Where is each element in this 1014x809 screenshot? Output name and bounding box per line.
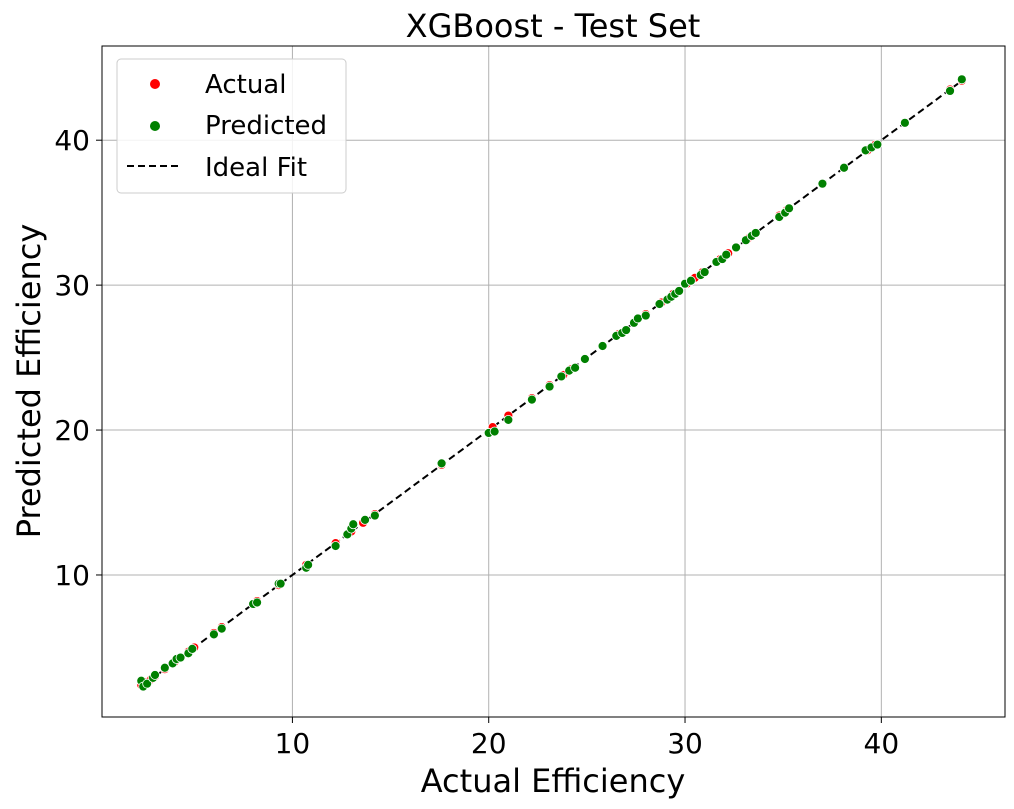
predicted-point [159, 662, 170, 673]
y-axis-ticks: 10 20 30 40 [54, 124, 102, 592]
y-tick-label: 10 [54, 559, 90, 592]
predicted-point [142, 678, 153, 689]
predicted-point [784, 203, 794, 214]
predicted-point [945, 86, 955, 96]
y-tick-label: 20 [54, 414, 90, 447]
predicted-point [527, 394, 537, 405]
predicted-point [872, 139, 883, 150]
predicted-point [208, 629, 219, 640]
x-tick-label: 10 [275, 727, 311, 760]
predicted-point [621, 325, 632, 335]
predicted-point [556, 371, 567, 382]
predicted-point [956, 74, 967, 85]
predicted-point [839, 162, 849, 173]
legend-marker-predicted [150, 121, 160, 131]
legend: Actual Predicted Ideal Fit [116, 58, 347, 194]
predicted-point [360, 515, 370, 525]
predicted-point [348, 519, 359, 530]
points-layer [136, 74, 967, 692]
predicted-point [699, 267, 710, 277]
plot-area-frame [101, 45, 1006, 718]
legend-label-ideal-fit: Ideal Fit [205, 153, 307, 183]
predicted-point [654, 299, 665, 309]
predicted-point [731, 242, 741, 253]
predicted-point [489, 426, 500, 437]
predicted-point [899, 117, 910, 128]
predicted-point [252, 597, 262, 608]
predicted-point [570, 362, 580, 373]
predicted-point [150, 670, 160, 680]
predicted-point [686, 275, 696, 286]
predicted-point [597, 341, 608, 351]
legend-marker-actual [150, 79, 160, 89]
predicted-point [817, 178, 828, 189]
predicted-point [640, 310, 651, 321]
predicted-point [303, 559, 314, 570]
y-tick-label: 40 [54, 124, 90, 157]
x-tick-label: 40 [864, 727, 900, 760]
legend-label-actual: Actual [205, 70, 286, 100]
y-axis-label: Predicted Efficiency [10, 224, 48, 539]
y-tick-label: 30 [54, 269, 90, 302]
x-tick-label: 20 [471, 727, 507, 760]
legend-frame [116, 58, 347, 194]
grid-lines [102, 46, 1005, 717]
x-tick-label: 30 [667, 727, 703, 760]
predicted-point [750, 228, 761, 238]
predicted-point [369, 510, 380, 521]
predicted-point [580, 354, 590, 364]
predicted-point [175, 652, 186, 663]
predicted-point [544, 381, 555, 392]
x-axis-label: Actual Efficiency [421, 762, 686, 800]
predicted-point [721, 249, 732, 260]
legend-label-predicted: Predicted [205, 111, 327, 141]
predicted-point [436, 458, 447, 469]
x-axis-ticks: 10 20 30 40 [275, 717, 900, 760]
predicted-point [503, 415, 514, 425]
predicted-point [187, 643, 198, 654]
predicted-point [216, 623, 227, 634]
predicted-point [330, 541, 341, 551]
predicted-point [674, 286, 685, 296]
chart-title: XGBoost - Test Set [406, 7, 701, 45]
predicted-point [275, 578, 286, 589]
